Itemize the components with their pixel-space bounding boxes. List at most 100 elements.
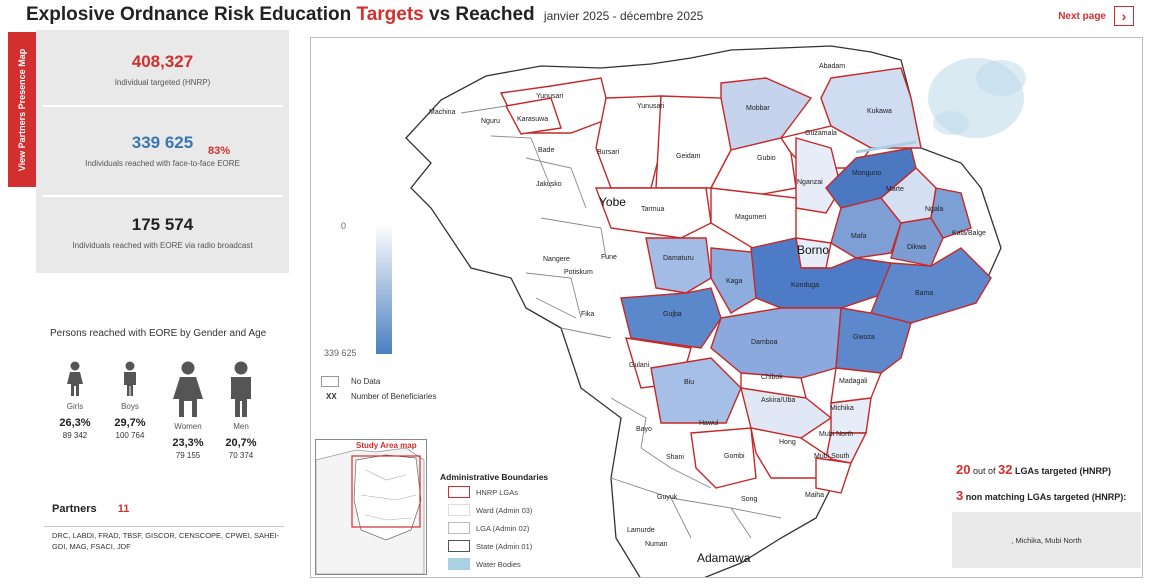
lga-michika[interactable]: [830, 397, 872, 434]
nonmatch-count: 3: [956, 488, 964, 503]
lga-label: Madagali: [839, 378, 868, 385]
lga-label: Gombi: [724, 453, 745, 460]
kpi-reached-radio: 175 574 Individuals reached with EORE vi…: [36, 215, 289, 250]
next-page-button[interactable]: Next page ›: [1058, 6, 1134, 26]
lga-label: Geidam: [676, 153, 701, 160]
admin-item-label: State (Admin 01): [476, 542, 533, 551]
lga-karasuwa[interactable]: [504, 97, 562, 135]
hnrp-lga-swatch: [448, 486, 470, 498]
lga-label: Dikwa: [907, 244, 926, 251]
admin-boundaries-title: Administrative Boundaries: [440, 472, 549, 482]
lga-swatch: [448, 522, 470, 534]
kpi-f2f-value: 339 625: [131, 133, 194, 152]
kpi-divider: [42, 105, 283, 107]
lga-label: Guyuk: [657, 494, 678, 501]
partners-list: DRC, LABDI, FRAD, TBSF, GISCOR, CENSCOPE…: [52, 531, 279, 551]
kpi-radio-value: 175 574: [131, 215, 194, 234]
admin-item-label: LGA (Admin 02): [476, 524, 530, 533]
inset-map-svg: [315, 447, 425, 575]
girls-label: Girls: [66, 402, 84, 411]
total-lga-count: 32: [998, 462, 1013, 477]
lga-label: Chibok: [761, 374, 783, 381]
lga-nonmatch-stat: 3 non matching LGAs targeted (HNRP):: [956, 488, 1126, 503]
targeted-lga-count: 20: [956, 462, 971, 477]
lga-label: Damboa: [751, 339, 778, 346]
kpi-targeted: 408,327 Individual targeted (HNRP): [36, 52, 289, 87]
lga-label: Hawul: [699, 420, 719, 427]
men-count: 70 374: [228, 451, 254, 460]
woman-icon: [173, 361, 203, 417]
lga-askira-uba[interactable]: [740, 387, 833, 439]
lga-label: Kukawa: [867, 108, 892, 115]
lga-damboa[interactable]: [710, 307, 842, 379]
choropleth-map[interactable]: Yobe Borno Adamawa Abadam Yunusari Machi…: [310, 37, 1143, 578]
gender-boys: Boys 29,7% 100 764: [110, 360, 150, 440]
state-label-yobe: Yobe: [599, 195, 626, 209]
lga-kukawa[interactable]: [820, 67, 922, 149]
lga-madagali[interactable]: [830, 367, 882, 404]
lga-nganzai[interactable]: [795, 137, 842, 214]
lga-label: Song: [741, 496, 757, 503]
view-partners-presence-map-tab[interactable]: View Partners Presence Map: [8, 32, 36, 187]
admin-item-label: Water Bodies: [476, 560, 521, 569]
lga-label: Hong: [779, 439, 796, 446]
lga-label: Machina: [429, 109, 456, 116]
lga-label: Jakusko: [536, 181, 562, 188]
lga-label: Potiskum: [564, 269, 593, 276]
targeted-suffix: LGAs targeted (HNRP): [1015, 466, 1112, 476]
title-targets: Targets: [356, 4, 424, 25]
lga-label: Gubio: [757, 155, 776, 162]
admin-item-label: Ward (Admin 03): [476, 506, 533, 515]
lga-label: Kala/Balge: [952, 230, 986, 237]
ward-swatch: [448, 504, 470, 516]
lga-polygons[interactable]: [499, 67, 992, 494]
lga-label: Numan: [645, 541, 668, 548]
lga-label: Shani: [666, 454, 684, 461]
lga-label: Mubi North: [819, 431, 853, 438]
lga-label: Karasuwa: [517, 116, 548, 123]
study-area-inset-map: [315, 439, 427, 575]
partners-label: Partners: [52, 503, 97, 515]
no-data-label: No Data: [351, 377, 381, 386]
kpi-f2f-label: Individuals reached with face-to-face EO…: [85, 159, 240, 168]
nonmatch-suffix: non matching LGAs targeted (HNRP):: [965, 492, 1127, 502]
kpi-targeted-label: Individual targeted (HNRP): [114, 78, 211, 87]
date-range: janvier 2025 - décembre 2025: [543, 9, 704, 23]
kpi-radio-label: Individuals reached with EORE via radio …: [72, 241, 253, 250]
water-bodies: [928, 58, 1026, 138]
lga-damaturu[interactable]: [645, 237, 712, 294]
lga-biu[interactable]: [650, 357, 742, 424]
lga-label: Nangere: [543, 256, 570, 263]
lga-label: Tarmua: [641, 206, 664, 213]
lga-label: Bama: [915, 290, 933, 297]
chevron-right-icon[interactable]: ›: [1114, 6, 1134, 26]
lga-label: Abadam: [819, 63, 845, 70]
admin-item-label: HNRP LGAs: [476, 488, 518, 497]
lga-label: Mobbar: [746, 105, 770, 112]
lga-label: Maiha: [805, 492, 824, 499]
lga-label: Nguru: [481, 118, 500, 125]
lga-mubi-south[interactable]: [815, 457, 852, 494]
partners-count: 11: [117, 503, 130, 515]
lga-dikwa[interactable]: [890, 217, 944, 267]
boy-icon: [124, 361, 136, 396]
side-tab-label: View Partners Presence Map: [17, 48, 27, 171]
lga-label: Guzamala: [805, 130, 837, 137]
beneficiaries-label: Number of Beneficiaries: [351, 392, 437, 401]
lga-label: Yunusari: [536, 93, 564, 100]
lga-label: Monguno: [852, 170, 881, 177]
lga-ngala[interactable]: [930, 187, 972, 239]
lga-label: Michika: [830, 405, 854, 412]
nonmatch-list-box: , Michika, Mubi North: [952, 512, 1141, 568]
lga-grey-boundaries: [460, 105, 782, 539]
lga-label: Konduga: [791, 282, 819, 289]
scale-max-label: 339 625: [324, 348, 357, 358]
lga-label: Nganzai: [797, 179, 823, 186]
scale-min-label: 0: [341, 221, 347, 231]
map-svg[interactable]: Yobe Borno Adamawa Abadam Yunusari Machi…: [311, 38, 1143, 578]
kpi-f2f-percent: 83%: [208, 145, 231, 157]
lga-label: Bayo: [636, 426, 652, 433]
lga-targeted-stat: 20 out of 32 LGAs targeted (HNRP): [956, 462, 1111, 477]
lga-gombi[interactable]: [690, 427, 757, 489]
lga-label: Bade: [538, 147, 554, 154]
